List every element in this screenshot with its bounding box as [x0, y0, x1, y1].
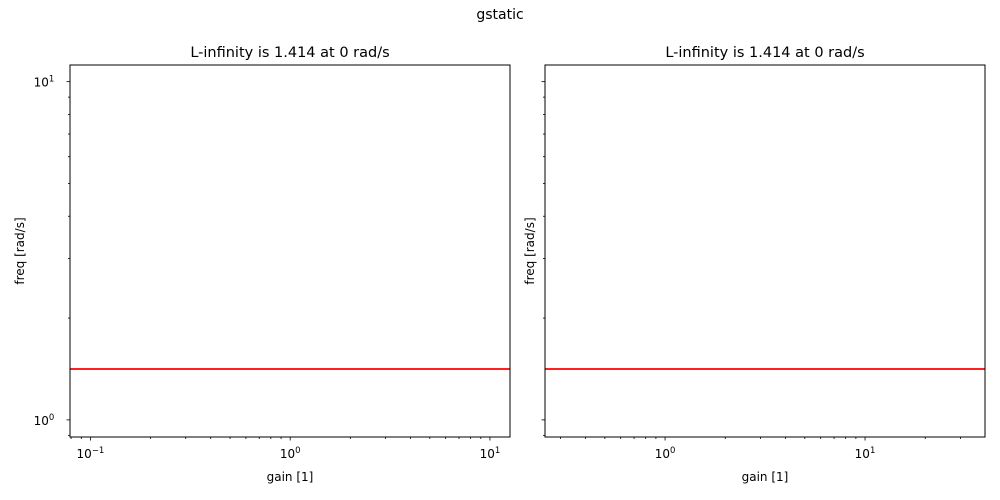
y-tick-label: 100	[34, 413, 55, 428]
axes-title: L-infinity is 1.414 at 0 rad/s	[190, 45, 389, 61]
x-axis-label: gain [1]	[267, 470, 314, 484]
right-axes: 100 101 L-infinity is 1.414 at 0 rad/s gain…	[523, 45, 986, 484]
y-axis-label: freq [rad/s]	[13, 217, 27, 284]
x-tick-label: 100	[655, 446, 676, 461]
axes-frame	[544, 64, 986, 438]
axes-frame	[69, 64, 511, 438]
y-axis-label: freq [rad/s]	[523, 217, 537, 284]
x-tick-label: 101	[855, 446, 876, 461]
figure-suptitle: gstatic	[476, 7, 524, 23]
y-tick-label: 101	[34, 75, 55, 90]
x-axis-label: gain [1]	[742, 470, 789, 484]
left-axes: 10−1 100 101 100 101 L-infinity is 1.414 at 0…	[13, 45, 511, 484]
x-tick-label: 100	[280, 446, 301, 461]
axes-title: L-infinity is 1.414 at 0 rad/s	[665, 45, 864, 61]
x-tick-label: 101	[480, 446, 501, 461]
x-tick-label: 10−1	[77, 446, 105, 461]
